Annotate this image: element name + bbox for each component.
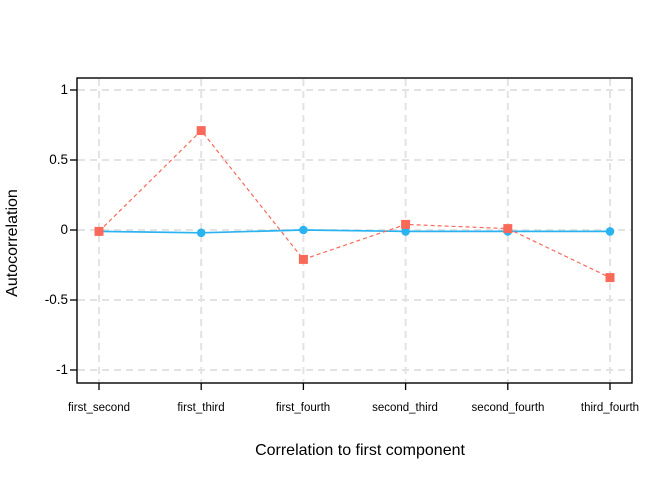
series-line-blue-solid-circles — [98, 229, 610, 234]
y-axis-title: Autocorrelation — [4, 189, 21, 297]
marker-square-second_third — [401, 219, 411, 229]
x-tick-label-first-third: first_third — [177, 402, 225, 414]
y-tick-label-0-5: 0.5 — [49, 151, 68, 167]
marker-square-first_fourth — [298, 254, 308, 264]
marker-circle-third_fourth — [605, 227, 615, 236]
x-axis-title: Correlation to first component — [255, 442, 465, 459]
marker-square-first_third — [196, 126, 206, 136]
x-tick-label-second-third: second_third — [372, 402, 438, 414]
plot-frame — [76, 77, 633, 384]
x-tick-label-first-second: first_second — [67, 402, 131, 414]
marker-square-third_fourth — [605, 273, 615, 283]
marker-square-second_fourth — [503, 224, 513, 234]
y-tick-label-0: 0 — [60, 221, 68, 237]
y-tick-label-1: 1 — [60, 81, 68, 97]
series-line-red-dashed-squares — [98, 129, 611, 279]
x-tick-label-third-fourth: third_fourth — [580, 402, 640, 414]
y-tick-label-n1: -1 — [55, 361, 68, 377]
marker-square-first_second — [94, 226, 104, 236]
y-tick-label-n0-5: -0.5 — [44, 291, 68, 307]
marker-circle-second_third — [401, 227, 410, 236]
x-tick-label-first-fourth: first_fourth — [275, 402, 331, 414]
x-tick-label-second-fourth: second_fourth — [471, 402, 545, 414]
marker-circle-first_fourth — [299, 225, 308, 235]
marker-circle-first_third — [196, 228, 206, 238]
